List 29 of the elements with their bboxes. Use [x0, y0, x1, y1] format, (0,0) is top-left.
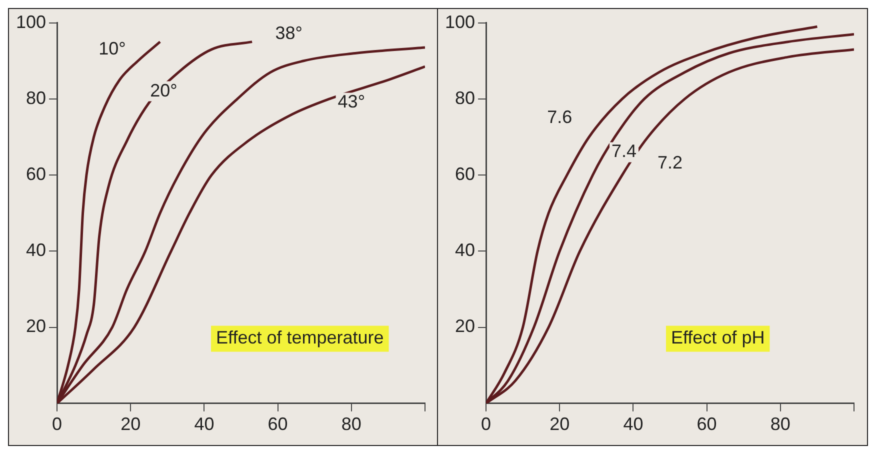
x-tick-label: 20	[550, 414, 570, 434]
y-tick-label: 20	[455, 316, 476, 336]
y-tick-label: 20	[26, 316, 46, 336]
x-tick-label: 0	[52, 414, 62, 434]
series-label: 20°	[150, 80, 178, 100]
series-label: 7.4	[612, 141, 637, 162]
x-tick-label: 40	[623, 414, 644, 434]
x-tick-label: 60	[696, 414, 717, 434]
y-tick-label: 100	[16, 12, 46, 32]
x-tick-label: 80	[341, 414, 362, 434]
series-label: 7.2	[658, 152, 683, 173]
y-tick-label: 80	[26, 88, 46, 108]
annotation: Effect of pH	[670, 328, 765, 348]
x-tick-label: 0	[481, 414, 492, 434]
y-tick-label: 60	[455, 164, 476, 184]
x-tick-label: 60	[268, 414, 288, 434]
series-label: 43°	[338, 92, 366, 112]
x-tick-label: 40	[194, 414, 214, 434]
annotation: Effect of temperature	[216, 328, 384, 348]
y-tick-label: 40	[455, 240, 476, 260]
series-label: 10°	[98, 38, 126, 58]
y-tick-label: 60	[26, 164, 46, 184]
y-tick-label: 80	[455, 88, 476, 108]
series-label: 38°	[275, 23, 302, 44]
x-tick-label: 20	[120, 414, 141, 434]
series-label: 7.6	[547, 106, 572, 127]
x-tick-label: 80	[770, 414, 790, 434]
y-tick-label: 100	[444, 12, 476, 32]
y-tick-label: 40	[26, 240, 46, 260]
